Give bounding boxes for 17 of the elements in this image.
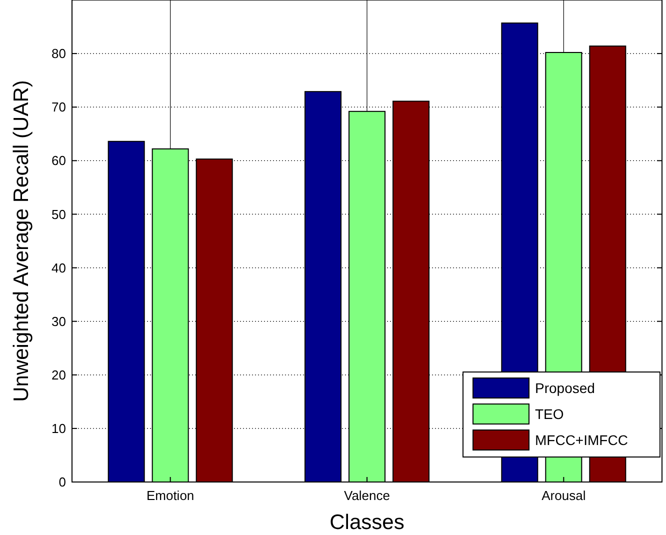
legend-label: MFCC+IMFCC [535, 432, 628, 448]
legend-label: TEO [535, 406, 564, 422]
y-tick-label: 0 [58, 474, 66, 490]
y-tick-label: 60 [52, 153, 66, 168]
x-tick-label: Arousal [542, 488, 586, 503]
y-tick-label: 30 [52, 314, 66, 329]
x-tick-label: Emotion [146, 488, 194, 503]
y-tick-label: 70 [52, 100, 66, 115]
x-tick-label: Valence [344, 488, 390, 503]
y-tick-label: 80 [52, 46, 66, 62]
x-axis-title: Classes [330, 511, 404, 534]
y-tick-label: 50 [52, 206, 66, 222]
legend-label: Proposed [535, 380, 595, 396]
y-tick-label: 10 [52, 420, 66, 436]
y-tick-label: 20 [52, 367, 66, 382]
y-tick-label: 40 [52, 260, 66, 276]
y-axis-title: Unweighted Average Recall (UAR) [10, 80, 33, 402]
